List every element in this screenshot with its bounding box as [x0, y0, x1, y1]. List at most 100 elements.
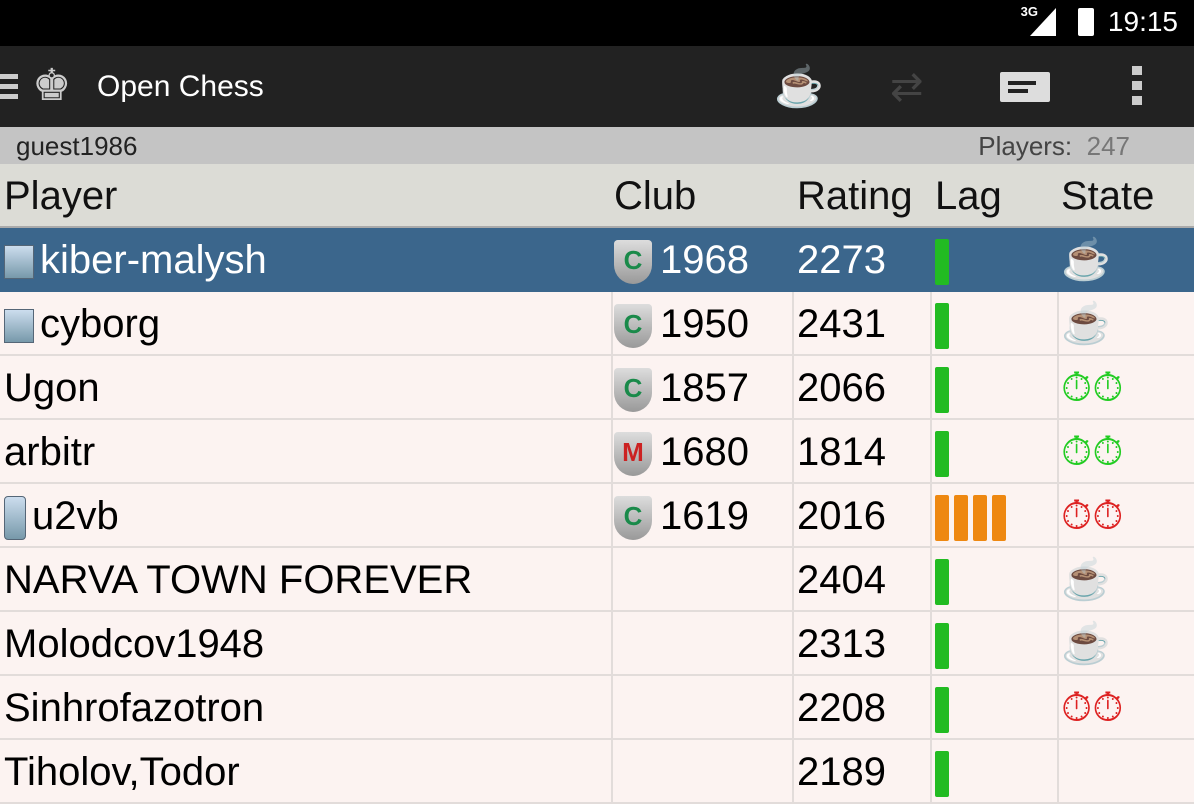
state-cell: ⏱⏱	[1061, 356, 1123, 420]
column-divider	[930, 612, 932, 676]
lag-bar	[935, 559, 949, 606]
column-divider	[792, 356, 794, 420]
table-row[interactable]: kiber-malysh C 1968 2273 ☕	[0, 228, 1194, 292]
column-divider	[611, 484, 613, 548]
battery-icon	[1078, 8, 1094, 36]
blue-cup-icon: ☕	[1061, 558, 1111, 602]
lag-bar	[935, 367, 949, 414]
table-header: Player Club Rating Lag State	[0, 164, 1194, 228]
column-divider	[1057, 356, 1059, 420]
red-chess-clock-icon: ⏱⏱	[1061, 686, 1124, 730]
column-divider	[930, 356, 932, 420]
header-club[interactable]: Club	[614, 174, 697, 218]
column-divider	[611, 356, 613, 420]
column-divider	[792, 612, 794, 676]
column-divider	[930, 484, 932, 548]
table-row[interactable]: cyborg C 1950 2431 ☕	[0, 292, 1194, 356]
lag-bar	[935, 239, 949, 286]
state-cell: ⏱⏱	[1061, 420, 1123, 484]
column-divider	[930, 420, 932, 484]
computer-icon	[4, 309, 34, 344]
rating-cell: 2189	[797, 750, 886, 794]
state-cell: ⏱⏱	[1061, 484, 1123, 548]
red-cup-icon: ☕	[1061, 302, 1111, 346]
column-divider	[611, 612, 613, 676]
table-row[interactable]: u2vb C 1619 2016 ⏱⏱	[0, 484, 1194, 548]
player-name: kiber-malysh	[4, 228, 267, 292]
rating-cell: 2016	[797, 494, 886, 538]
red-chess-clock-icon: ⏱⏱	[1061, 494, 1124, 538]
player-name: NARVA TOWN FOREVER	[4, 558, 473, 602]
tea-cup-icon[interactable]: ☕	[774, 65, 824, 109]
header-state[interactable]: State	[1061, 174, 1155, 218]
club-shield-icon: C	[614, 240, 652, 285]
column-divider	[1057, 484, 1059, 548]
lag-bar	[935, 431, 949, 478]
table-row[interactable]: arbitr M 1680 1814 ⏱⏱	[0, 420, 1194, 484]
header-rating[interactable]: Rating	[797, 174, 913, 218]
player-name: Ugon	[4, 366, 100, 410]
message-icon[interactable]	[1000, 72, 1050, 102]
rating-cell: 2431	[797, 302, 886, 346]
table-row[interactable]: Ugon C 1857 2066 ⏱⏱	[0, 356, 1194, 420]
clock: 19:15	[1107, 6, 1178, 37]
column-divider	[1057, 676, 1059, 740]
lag-cell	[935, 484, 1011, 548]
menu-icon[interactable]	[0, 74, 18, 100]
player-name: Tiholov,Todor	[4, 750, 240, 794]
club-cell: M 1680	[614, 420, 749, 484]
lag-bar	[973, 495, 987, 542]
lag-cell	[935, 612, 954, 676]
username: guest1986	[16, 131, 138, 161]
overflow-menu-icon[interactable]	[1132, 66, 1142, 106]
column-divider	[1057, 740, 1059, 804]
lag-bar	[935, 495, 949, 542]
club-cell: C 1619	[614, 484, 749, 548]
rating-cell: 2273	[797, 238, 886, 282]
table-row[interactable]: Tiholov,Todor 2189	[0, 740, 1194, 804]
column-divider	[792, 740, 794, 804]
green-chess-clock-icon: ⏱⏱	[1061, 366, 1124, 410]
state-cell: ☕	[1061, 548, 1111, 612]
column-divider	[930, 292, 932, 356]
rating-cell: 1814	[797, 430, 886, 474]
player-name: Molodcov1948	[4, 622, 265, 666]
column-divider	[792, 484, 794, 548]
column-divider	[1057, 548, 1059, 612]
column-divider	[611, 676, 613, 740]
blue-cup-icon: ☕	[1061, 622, 1111, 666]
king-logo-icon[interactable]: ♚	[32, 61, 72, 110]
lag-bar	[935, 751, 949, 798]
player-name: cyborg	[4, 292, 160, 356]
subheader: guest1986 Players: 247	[0, 127, 1194, 164]
swap-arrows-icon[interactable]: ⇄	[890, 65, 924, 109]
lag-cell	[935, 740, 954, 804]
signal-icon	[1030, 8, 1056, 36]
state-cell: ⏱⏱	[1061, 676, 1123, 740]
lag-cell	[935, 356, 954, 420]
lag-bar	[935, 687, 949, 734]
red-cup-icon: ☕	[1061, 238, 1111, 282]
column-divider	[611, 420, 613, 484]
table-row[interactable]: Molodcov1948 2313 ☕	[0, 612, 1194, 676]
rating-cell: 2313	[797, 622, 886, 666]
lag-cell	[935, 676, 954, 740]
header-lag[interactable]: Lag	[935, 174, 1002, 218]
column-divider	[1057, 420, 1059, 484]
rating-cell: 2404	[797, 558, 886, 602]
players-count: Players: 247	[978, 131, 1130, 161]
club-shield-icon: C	[614, 368, 652, 413]
lag-cell	[935, 292, 954, 356]
column-divider	[792, 420, 794, 484]
column-divider	[930, 740, 932, 804]
table-row[interactable]: NARVA TOWN FOREVER 2404 ☕	[0, 548, 1194, 612]
column-divider	[792, 548, 794, 612]
club-shield-icon: C	[614, 496, 652, 541]
action-bar: ♚ Open Chess ☕ ⇄	[0, 46, 1194, 127]
lag-bar	[954, 495, 968, 542]
header-player[interactable]: Player	[4, 174, 118, 218]
green-chess-clock-icon: ⏱⏱	[1061, 430, 1124, 474]
lag-bar	[935, 623, 949, 670]
column-divider	[930, 676, 932, 740]
table-row[interactable]: Sinhrofazotron 2208 ⏱⏱	[0, 676, 1194, 740]
